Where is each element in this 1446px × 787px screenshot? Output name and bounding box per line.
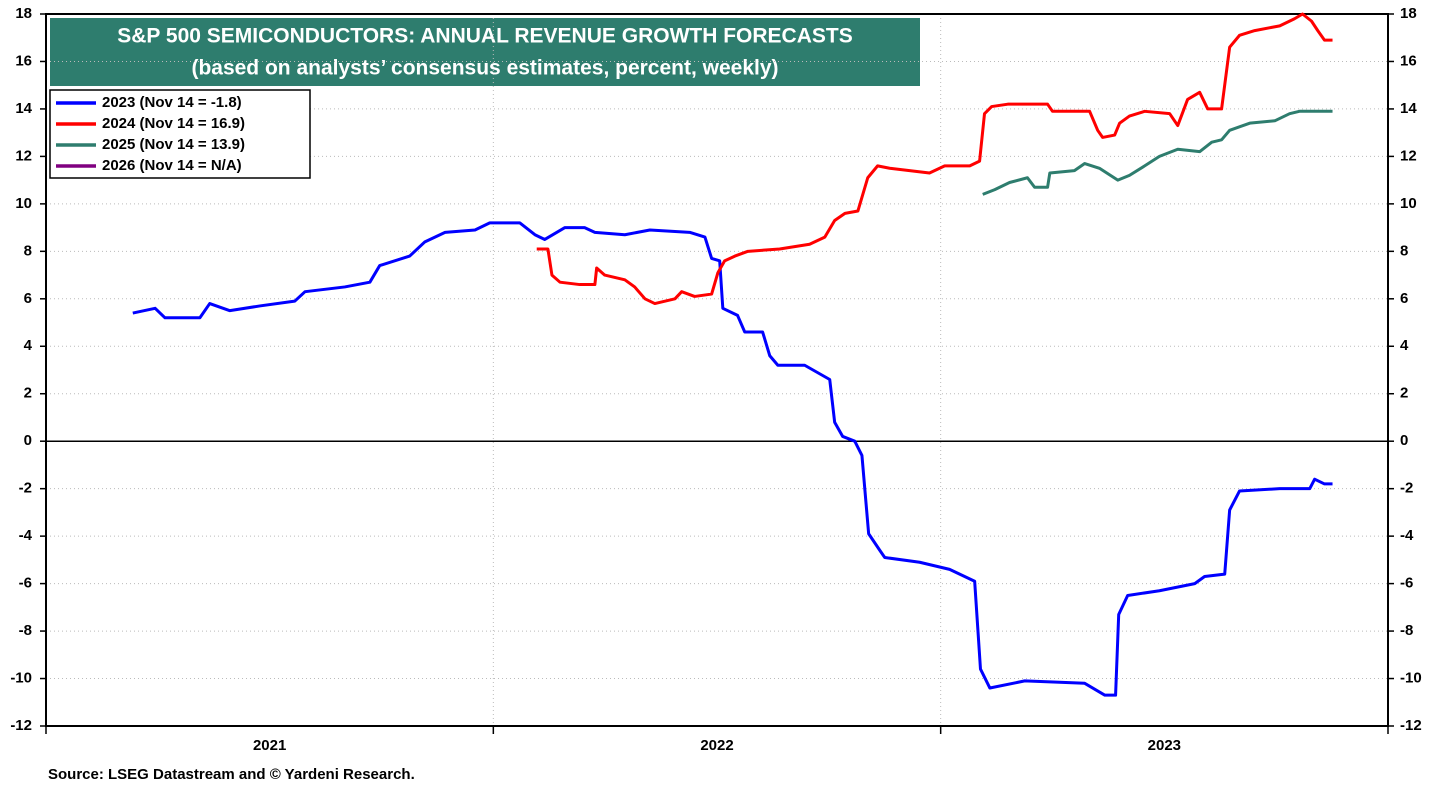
y-tick-label: 2	[24, 385, 32, 402]
legend-label: 2024 (Nov 14 = 16.9)	[102, 115, 245, 132]
y-tick-label: 10	[15, 195, 32, 212]
series-line	[982, 109, 1333, 196]
y-tick-label: -12	[10, 717, 32, 734]
y-tick-label: -4	[19, 527, 33, 544]
y-tick-label-right: -6	[1400, 575, 1413, 592]
y-tick-label-right: -4	[1400, 527, 1414, 544]
y-tick-label: -2	[19, 480, 32, 497]
plot-frame	[45, 13, 1389, 727]
y-tick-label: -8	[19, 622, 32, 639]
y-tick-label: 4	[24, 337, 33, 354]
y-tick-label-right: 2	[1400, 385, 1408, 402]
legend-label: 2026 (Nov 14 = N/A)	[102, 157, 242, 174]
y-tick-label-right: 8	[1400, 242, 1408, 259]
y-tick-label-right: 16	[1400, 52, 1417, 69]
y-tick-label-right: 18	[1400, 5, 1417, 22]
legend-label: 2025 (Nov 14 = 13.9)	[102, 136, 245, 153]
x-tick-label: 2021	[253, 737, 286, 754]
series-line	[132, 221, 1333, 697]
source: Source: LSEG Datastream and © Yardeni Re…	[48, 766, 415, 783]
chart-subtitle: (based on analysts’ consensus estimates,…	[191, 57, 778, 80]
y-tick-label: 14	[15, 100, 32, 117]
y-tick-label-right: 12	[1400, 147, 1417, 164]
y-tick-label: 0	[24, 432, 32, 449]
y-tick-label-right: 4	[1400, 337, 1409, 354]
y-tick-label-right: 10	[1400, 195, 1417, 212]
chart-title: S&P 500 SEMICONDUCTORS: ANNUAL REVENUE G…	[117, 25, 852, 48]
y-tick-label: -6	[19, 575, 32, 592]
y-tick-label-right: 6	[1400, 290, 1408, 307]
x-tick-label: 2023	[1148, 737, 1181, 754]
y-tick-label: 12	[15, 147, 32, 164]
legend-label: 2023 (Nov 14 = -1.8)	[102, 94, 242, 111]
y-tick-label-right: -2	[1400, 480, 1413, 497]
y-tick-label: 18	[15, 5, 32, 22]
title-box	[50, 18, 920, 86]
x-tick-label: 2022	[700, 737, 733, 754]
y-tick-label: -10	[10, 670, 32, 687]
y-tick-label: 8	[24, 242, 32, 259]
series-line	[536, 12, 1333, 306]
y-tick-label: 16	[15, 52, 32, 69]
y-tick-label-right: -12	[1400, 717, 1422, 734]
y-tick-label-right: 14	[1400, 100, 1417, 117]
y-tick-label: 6	[24, 290, 32, 307]
y-tick-label-right: -8	[1400, 622, 1413, 639]
y-tick-label-right: -10	[1400, 670, 1422, 687]
y-tick-label-right: 0	[1400, 432, 1408, 449]
